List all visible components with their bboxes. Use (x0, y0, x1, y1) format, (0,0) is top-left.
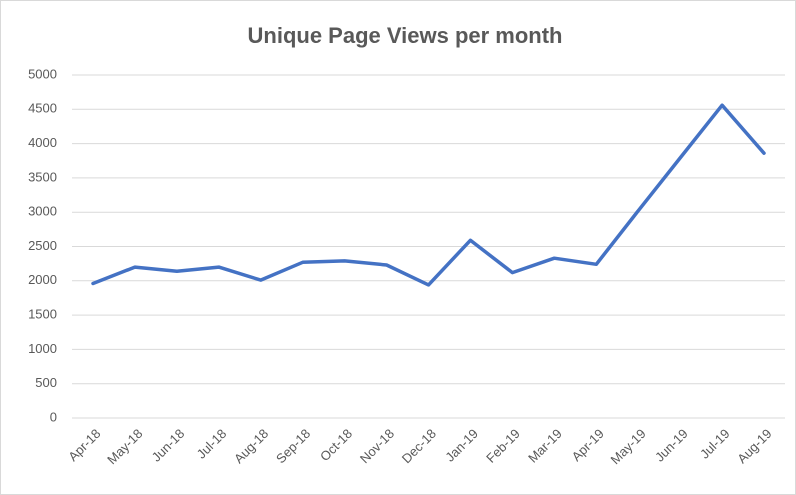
y-tick-label: 4500 (28, 101, 57, 116)
y-tick-label: 2500 (28, 238, 57, 253)
y-tick-label: 500 (35, 375, 57, 390)
data-line (91, 103, 766, 287)
y-tick-label: 5000 (28, 66, 57, 81)
y-tick-label: 3500 (28, 169, 57, 184)
y-tick-label: 0 (50, 409, 57, 424)
chart-title: Unique Page Views per month (248, 23, 563, 48)
y-tick-label: 2000 (28, 272, 57, 287)
y-tick-label: 1000 (28, 341, 57, 356)
y-tick-label: 4000 (28, 135, 57, 150)
y-tick-label: 1500 (28, 307, 57, 322)
y-tick-label: 3000 (28, 204, 57, 219)
